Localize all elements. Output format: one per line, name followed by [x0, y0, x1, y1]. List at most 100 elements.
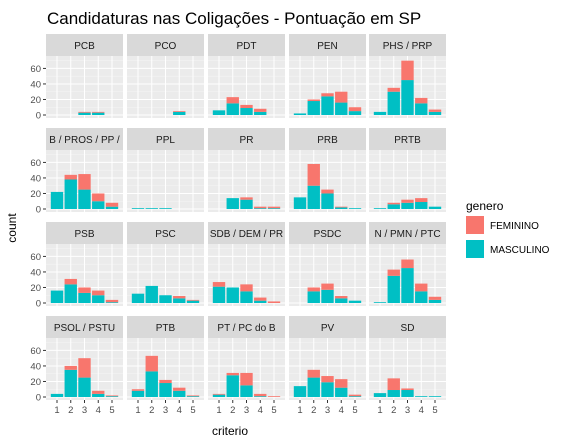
- x-tick-label: 2: [311, 405, 316, 416]
- bar-feminino: [131, 389, 145, 391]
- x-tick-label: 2: [68, 405, 73, 416]
- panel-strip: [369, 128, 446, 150]
- panel: PEN: [289, 34, 366, 118]
- bar-feminino: [335, 296, 348, 299]
- panel-label: PT / PC do B: [217, 323, 276, 334]
- bar-feminino: [254, 393, 267, 397]
- bar-feminino: [267, 396, 281, 397]
- bar-masculino: [159, 208, 172, 209]
- bar-feminino: [186, 299, 200, 301]
- bar-masculino: [226, 198, 239, 209]
- bar-masculino: [78, 377, 91, 397]
- legend-swatch-masculino: [466, 240, 484, 258]
- panel-label: PCO: [155, 41, 177, 52]
- panel-label: PEN: [317, 41, 338, 52]
- bar-feminino: [321, 376, 334, 383]
- bar-masculino: [307, 185, 320, 209]
- x-tick-label: 4: [339, 405, 344, 416]
- x-tick-label: 2: [230, 405, 235, 416]
- panel: PCO: [127, 34, 204, 118]
- panel-label: PSOL / PSTU: [54, 323, 115, 334]
- bar-masculino: [226, 287, 239, 303]
- y-tick-label: 20: [30, 377, 41, 388]
- bar-masculino: [321, 382, 334, 397]
- bar-feminino: [159, 379, 172, 384]
- bar-feminino: [212, 393, 226, 395]
- panel-label: N / PMN / PTC: [374, 229, 440, 240]
- bar-masculino: [173, 390, 186, 397]
- panel-strip: [46, 128, 123, 150]
- bar-feminino: [321, 189, 334, 194]
- bar-feminino: [401, 388, 414, 391]
- bar-feminino: [92, 193, 105, 202]
- bar-masculino: [64, 369, 77, 397]
- bar-masculino: [335, 207, 348, 209]
- bar-masculino: [428, 206, 442, 209]
- legend-swatch-feminino: [466, 216, 484, 234]
- x-tick-label: 1: [135, 405, 140, 416]
- bar-masculino: [387, 390, 400, 397]
- bar-feminino: [105, 395, 119, 397]
- bar-feminino: [78, 111, 91, 113]
- panel-strip: [369, 222, 446, 244]
- y-tick-label: 60: [30, 158, 41, 169]
- panel-strip: [208, 316, 285, 338]
- bar-masculino: [293, 113, 307, 115]
- panel: B / PROS / PP / 0 20 40 60: [30, 128, 123, 216]
- x-tick-label: 3: [82, 405, 87, 416]
- legend-label-feminino: FEMININO: [490, 221, 539, 232]
- panel: SD 1 2 3 4 5: [369, 316, 446, 416]
- legend-label-masculino: MASCULINO: [490, 245, 550, 256]
- x-tick-label: 5: [352, 405, 357, 416]
- panel-label: PHS / PRP: [383, 41, 433, 52]
- bar-masculino: [64, 179, 77, 209]
- bar-masculino: [50, 191, 64, 209]
- bar-feminino: [226, 97, 239, 104]
- bar-masculino: [307, 291, 320, 303]
- bar-masculino: [159, 383, 172, 397]
- bar-masculino: [335, 102, 348, 115]
- bar-feminino: [212, 282, 226, 287]
- y-tick-label: 60: [30, 64, 41, 75]
- panel: PRTB: [369, 128, 446, 212]
- panel: PDT: [208, 34, 285, 118]
- panel: N / PMN / PTC: [369, 222, 446, 306]
- bar-feminino: [92, 390, 105, 394]
- bar-masculino: [415, 396, 428, 397]
- y-tick-label: 40: [30, 173, 41, 184]
- panel-strip: [289, 34, 366, 56]
- y-tick-label: 0: [36, 299, 41, 310]
- bar-masculino: [307, 377, 320, 397]
- bar-masculino: [335, 387, 348, 397]
- panel-strip: [369, 34, 446, 56]
- panel-strip: [208, 128, 285, 150]
- bar-masculino: [348, 396, 362, 397]
- bar-feminino: [173, 111, 186, 112]
- bar-masculino: [92, 295, 105, 303]
- y-tick-label: 20: [30, 95, 41, 106]
- x-tick-label: 5: [271, 405, 276, 416]
- bar-masculino: [307, 101, 320, 115]
- x-tick-label: 3: [405, 405, 410, 416]
- panel-strip: [127, 316, 204, 338]
- bar-feminino: [105, 299, 119, 303]
- y-tick-label: 20: [30, 283, 41, 294]
- bar-feminino: [226, 372, 239, 376]
- panel-label: PSDC: [314, 229, 342, 240]
- panel: PPL: [127, 128, 204, 212]
- bar-masculino: [348, 300, 362, 303]
- y-tick-label: 0: [36, 205, 41, 216]
- bar-masculino: [212, 110, 226, 115]
- bar-masculino: [240, 291, 253, 303]
- y-tick-label: 40: [30, 79, 41, 90]
- y-tick-label: 40: [30, 361, 41, 372]
- panel-strip: [289, 128, 366, 150]
- panel-label: SDB / DEM / PR: [210, 229, 283, 240]
- bar-feminino: [401, 259, 414, 269]
- bar-feminino: [387, 202, 400, 205]
- bar-feminino: [321, 283, 334, 290]
- bar-masculino: [415, 202, 428, 209]
- y-axis-label: count: [5, 213, 19, 243]
- bar-feminino: [240, 284, 253, 292]
